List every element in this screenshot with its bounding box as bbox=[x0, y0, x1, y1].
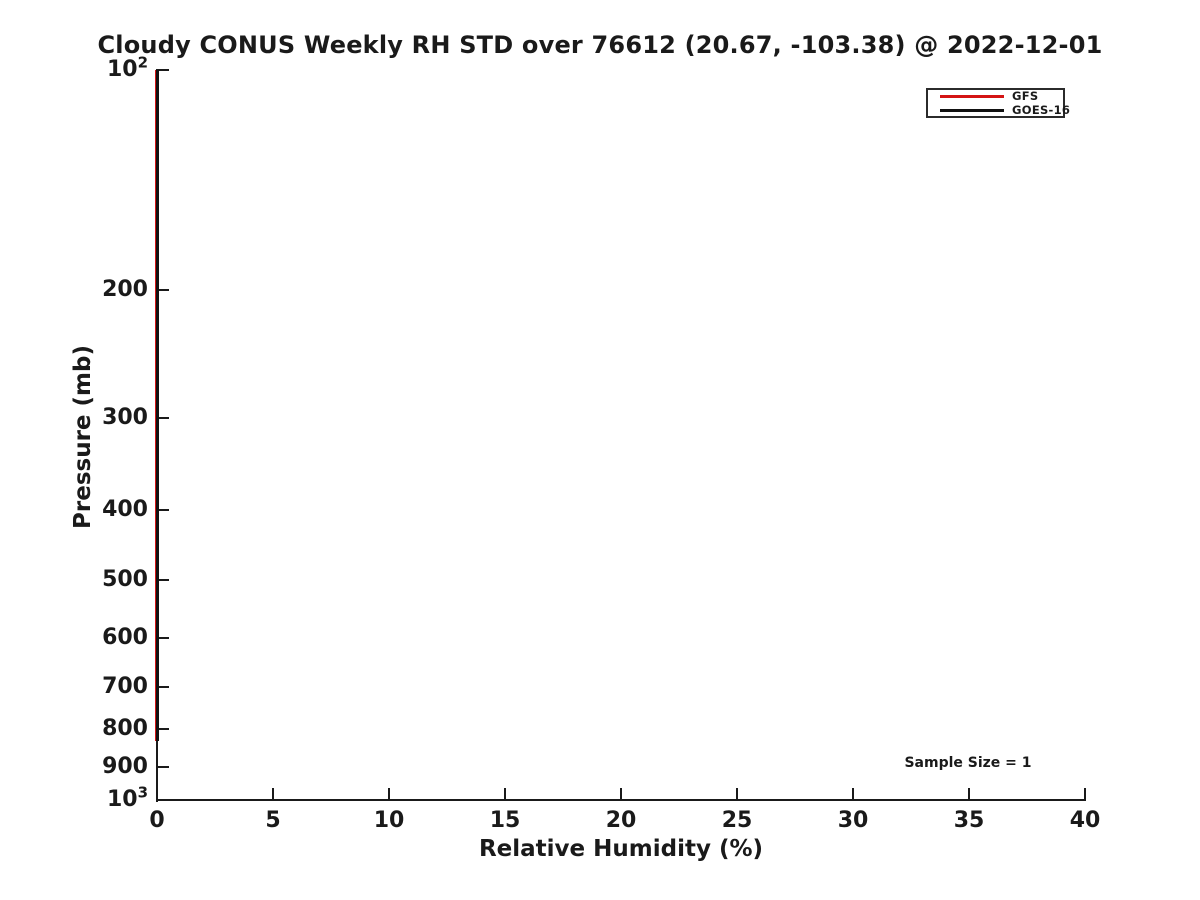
x-tick-label: 15 bbox=[489, 808, 521, 833]
y-tick bbox=[157, 69, 169, 71]
x-tick bbox=[388, 788, 390, 800]
series-line-goes16 bbox=[155, 70, 159, 741]
x-tick bbox=[504, 788, 506, 800]
x-tick-label: 25 bbox=[721, 808, 753, 833]
legend-line-goes16 bbox=[940, 108, 1004, 112]
legend-entry-goes16: GOES-16 bbox=[940, 103, 1070, 117]
y-tick-label: 600 bbox=[102, 625, 148, 651]
legend-label-goes16: GOES-16 bbox=[1012, 103, 1071, 117]
y-tick-label: 800 bbox=[102, 716, 148, 742]
y-tick-label: 400 bbox=[102, 496, 148, 522]
x-tick bbox=[852, 788, 854, 800]
x-tick-label: 35 bbox=[953, 808, 985, 833]
x-tick bbox=[272, 788, 274, 800]
legend-entry-gfs: GFS bbox=[940, 89, 1063, 103]
y-tick-label: 103 bbox=[106, 783, 148, 812]
sample-size-annotation: Sample Size = 1 bbox=[904, 755, 1032, 771]
y-tick-label: 102 bbox=[106, 53, 148, 82]
y-tick-label: 900 bbox=[102, 753, 148, 779]
y-tick bbox=[157, 288, 169, 291]
legend-label-gfs: GFS bbox=[1012, 89, 1039, 103]
y-tick bbox=[157, 508, 169, 511]
y-tick bbox=[157, 728, 169, 731]
y-tick-label: 500 bbox=[102, 567, 148, 593]
y-tick bbox=[157, 799, 169, 801]
y-tick-label: 300 bbox=[102, 405, 148, 431]
x-tick-label: 10 bbox=[373, 808, 405, 833]
x-tick bbox=[968, 788, 970, 800]
x-tick bbox=[620, 788, 622, 800]
x-axis-label: Relative Humidity (%) bbox=[478, 836, 764, 862]
legend-line-gfs bbox=[940, 94, 1004, 98]
x-tick bbox=[736, 788, 738, 800]
x-tick-label: 0 bbox=[149, 808, 165, 833]
x-tick bbox=[156, 788, 158, 800]
y-tick bbox=[157, 637, 169, 640]
x-tick-label: 30 bbox=[837, 808, 869, 833]
y-tick-label: 200 bbox=[102, 276, 148, 302]
x-tick bbox=[1084, 788, 1086, 800]
x-axis-spine bbox=[155, 798, 1087, 802]
legend: GFS GOES-16 bbox=[926, 88, 1070, 118]
chart-title: Cloudy CONUS Weekly RH STD over 76612 (2… bbox=[97, 31, 1103, 59]
y-tick bbox=[157, 417, 169, 420]
x-tick-label: 20 bbox=[605, 808, 637, 833]
y-tick bbox=[157, 579, 169, 582]
y-tick bbox=[157, 685, 169, 688]
y-tick-label: 700 bbox=[102, 673, 148, 699]
x-tick-label: 5 bbox=[265, 808, 281, 833]
x-tick-label: 40 bbox=[1069, 808, 1101, 833]
y-tick bbox=[157, 765, 169, 768]
